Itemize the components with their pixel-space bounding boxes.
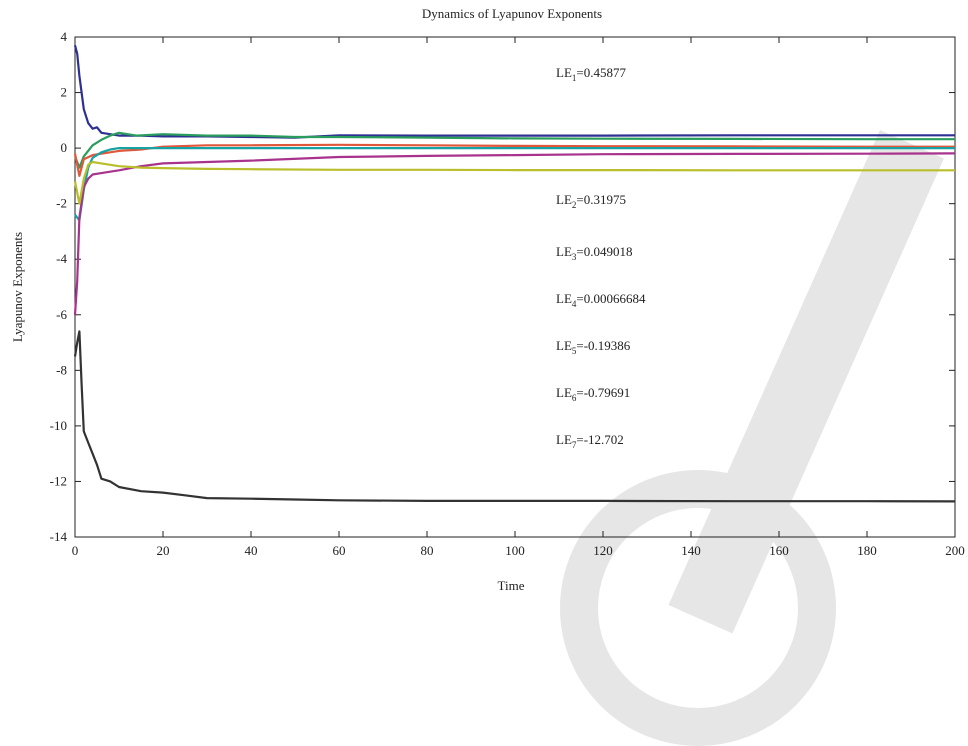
series-line-3: [73, 143, 955, 177]
chart-title: Dynamics of Lyapunov Exponents: [422, 6, 602, 21]
x-tick-label: 200: [945, 543, 965, 558]
y-tick-label: -4: [56, 251, 67, 266]
x-tick-label: 20: [157, 543, 170, 558]
x-tick-label: 180: [857, 543, 877, 558]
series-line-1: [73, 45, 955, 139]
y-tick-label: -10: [50, 418, 67, 433]
exponent-annotation: LE2=0.31975: [556, 192, 626, 210]
y-tick-label: 2: [61, 85, 68, 100]
series-line-7: [73, 330, 956, 503]
y-tick-label: -14: [50, 529, 68, 544]
y-axis-label: Lyapunov Exponents: [10, 232, 25, 342]
series-line-6: [73, 160, 955, 205]
plot-area: 0 20 40 60 80 100 120 140 160 180 200420-2-4-6-8-1…: [50, 29, 965, 558]
exponent-annotation: LE1=0.45877: [556, 65, 626, 83]
x-tick-label: 60: [333, 543, 346, 558]
lyapunov-chart: Dynamics of Lyapunov Exponents Time Lyap…: [10, 6, 965, 593]
x-tick-label: 100: [505, 543, 525, 558]
y-tick-label: -6: [56, 307, 67, 322]
exponent-annotation: LE4=0.00066684: [556, 291, 646, 309]
x-tick-label: 120: [593, 543, 613, 558]
x-tick-label: 140: [681, 543, 701, 558]
x-tick-label: 160: [769, 543, 789, 558]
exponent-annotation: LE5=-0.19386: [556, 338, 631, 356]
chart-canvas: Dynamics of Lyapunov Exponents Time Lyap…: [10, 6, 965, 746]
x-axis-label: Time: [498, 578, 525, 593]
y-tick-label: 0: [61, 140, 68, 155]
exponent-annotation: LE7=-12.702: [556, 432, 624, 450]
series-line-4: [74, 147, 955, 222]
plot-frame: [74, 36, 956, 538]
y-tick-label: -2: [56, 196, 67, 211]
series-line-5: [73, 152, 956, 315]
series-line-2: [73, 131, 955, 169]
x-tick-label: 0: [72, 543, 79, 558]
exponent-annotation: LE3=0.049018: [556, 244, 632, 262]
y-tick-label: -12: [50, 473, 67, 488]
y-tick-label: -8: [56, 362, 67, 377]
exponent-annotation: LE6=-0.79691: [556, 385, 630, 403]
y-tick-label: 4: [61, 29, 68, 44]
x-tick-label: 40: [245, 543, 258, 558]
x-tick-label: 80: [421, 543, 434, 558]
